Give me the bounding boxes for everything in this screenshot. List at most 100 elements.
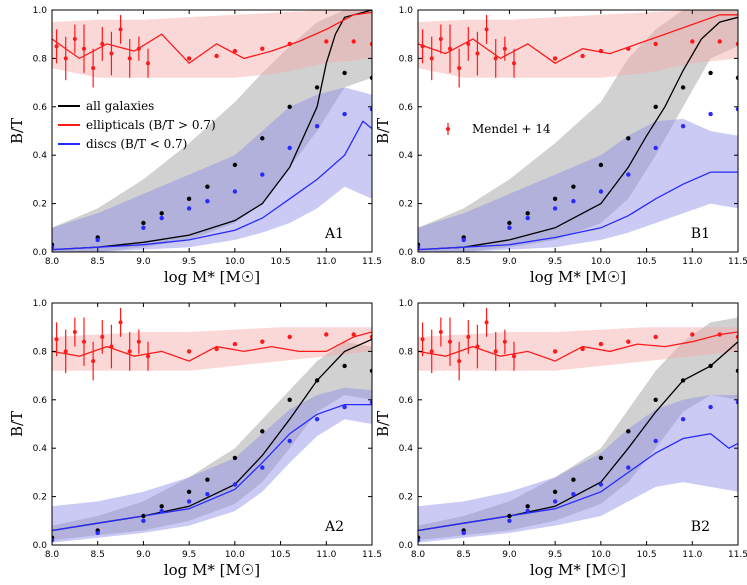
data-point [214, 346, 219, 352]
data-point [598, 189, 604, 194]
y-axis-label: B/T [374, 118, 392, 144]
data-point [232, 341, 238, 347]
data-point [717, 39, 722, 44]
data-point [260, 465, 265, 470]
data-point [653, 41, 658, 47]
data-point [369, 334, 372, 340]
error-bar-point [429, 56, 434, 61]
data-point [324, 39, 329, 44]
band-discs-scatter [418, 118, 738, 252]
error-bar-point [72, 330, 77, 335]
data-point [525, 215, 530, 221]
error-bar-point [466, 334, 471, 339]
data-point [159, 215, 164, 221]
error-bar-point [448, 46, 452, 51]
data-point [232, 455, 238, 461]
data-point [214, 53, 219, 59]
data-point [598, 48, 604, 54]
data-point [653, 104, 658, 110]
error-bar-point [475, 51, 480, 56]
error-bar-point [136, 46, 141, 51]
legend-label: all galaxies [86, 99, 154, 113]
data-point [571, 199, 576, 204]
y-tick-label: 0.2 [33, 493, 47, 503]
y-tick-label: 0.0 [33, 248, 48, 258]
x-axis-label: log M* [M☉] [164, 268, 260, 286]
data-point [552, 499, 558, 504]
error-bar-point [466, 41, 471, 46]
y-tick-label: 0.0 [399, 248, 414, 258]
points-discs-points [52, 400, 372, 543]
axes-frame [417, 9, 739, 253]
points-discs-points [418, 107, 738, 250]
data-point [95, 237, 100, 243]
points-all-galaxies-points [418, 70, 738, 247]
errorbars-mendel-14 [420, 307, 516, 381]
x-tick-label: 10.5 [637, 550, 657, 560]
data-point [159, 504, 164, 509]
data-point [598, 162, 604, 168]
data-point [159, 211, 164, 216]
data-point [626, 172, 631, 177]
data-point [260, 429, 265, 434]
y-tick-label: 0.4 [33, 151, 48, 161]
y-tick-label: 0.6 [399, 103, 414, 113]
x-tick-label: 10.0 [225, 550, 245, 560]
y-tick-label: 0.8 [399, 54, 414, 64]
line-ellipticals-model [418, 331, 738, 362]
x-tick-label: 11.5 [728, 550, 747, 560]
data-point [571, 492, 576, 497]
data-point [314, 378, 320, 383]
y-tick-label: 0.4 [33, 444, 48, 454]
error-bar-point [54, 44, 59, 49]
error-bar-point [91, 359, 96, 364]
error-bar-point [146, 61, 150, 66]
line-ellipticals-model [52, 331, 372, 362]
error-bar-point [63, 349, 68, 354]
data-point [626, 136, 631, 141]
x-tick-label: 11.5 [362, 257, 382, 267]
data-point [287, 334, 292, 340]
band-all-galaxies-scatter [418, 10, 738, 252]
points-discs-points [418, 400, 738, 543]
line-discs-model [418, 433, 738, 532]
x-tick-label: 9.0 [502, 550, 517, 560]
error-bar-point [493, 349, 498, 354]
data-point [314, 85, 320, 90]
data-point [342, 111, 347, 117]
data-point [351, 39, 356, 44]
x-tick-label: 8.5 [457, 257, 471, 267]
points-ellipticals-points [186, 39, 372, 61]
error-bar-point [420, 337, 425, 342]
errorbars-mendel-14 [420, 14, 516, 88]
data-point [735, 41, 738, 47]
panel-b2: 8.0 8.5 9.0 9.5 10.0 10.5 11.0 11.5 0.0 0.2 0.4 0.6… [374, 299, 747, 579]
data-point [186, 196, 192, 201]
data-point [314, 124, 320, 129]
points-ellipticals-points [552, 39, 738, 61]
axes-frame [417, 302, 739, 546]
error-bar-point [429, 349, 434, 354]
x-tick-label: 11.5 [362, 550, 382, 560]
band-all-galaxies-scatter [418, 317, 738, 541]
legend: all galaxies ellipticals (B/T > 0.7) discs… [58, 99, 216, 151]
data-point [369, 368, 372, 373]
data-point [260, 172, 265, 177]
data-point [232, 189, 238, 194]
y-tick-label: 0.6 [33, 103, 48, 113]
y-tick-label: 0.6 [33, 396, 48, 406]
error-bar-point [146, 354, 150, 359]
data-point [598, 341, 604, 347]
band-all-galaxies-scatter [52, 341, 372, 541]
data-point [552, 196, 558, 201]
data-point [141, 518, 146, 523]
line-discs-model [52, 120, 372, 251]
panel-a1: 8.0 8.5 9.0 9.5 10.0 10.5 11.0 11.5 0.0 0.2 0.4 0.6… [8, 6, 382, 286]
x-tick-label: 11.0 [316, 257, 336, 267]
band-discs-scatter [52, 387, 372, 543]
plot-area [52, 307, 372, 543]
data-point [690, 332, 695, 337]
points-discs-points [52, 107, 372, 250]
data-point [287, 145, 292, 151]
x-tick-label: 9.5 [548, 257, 562, 267]
